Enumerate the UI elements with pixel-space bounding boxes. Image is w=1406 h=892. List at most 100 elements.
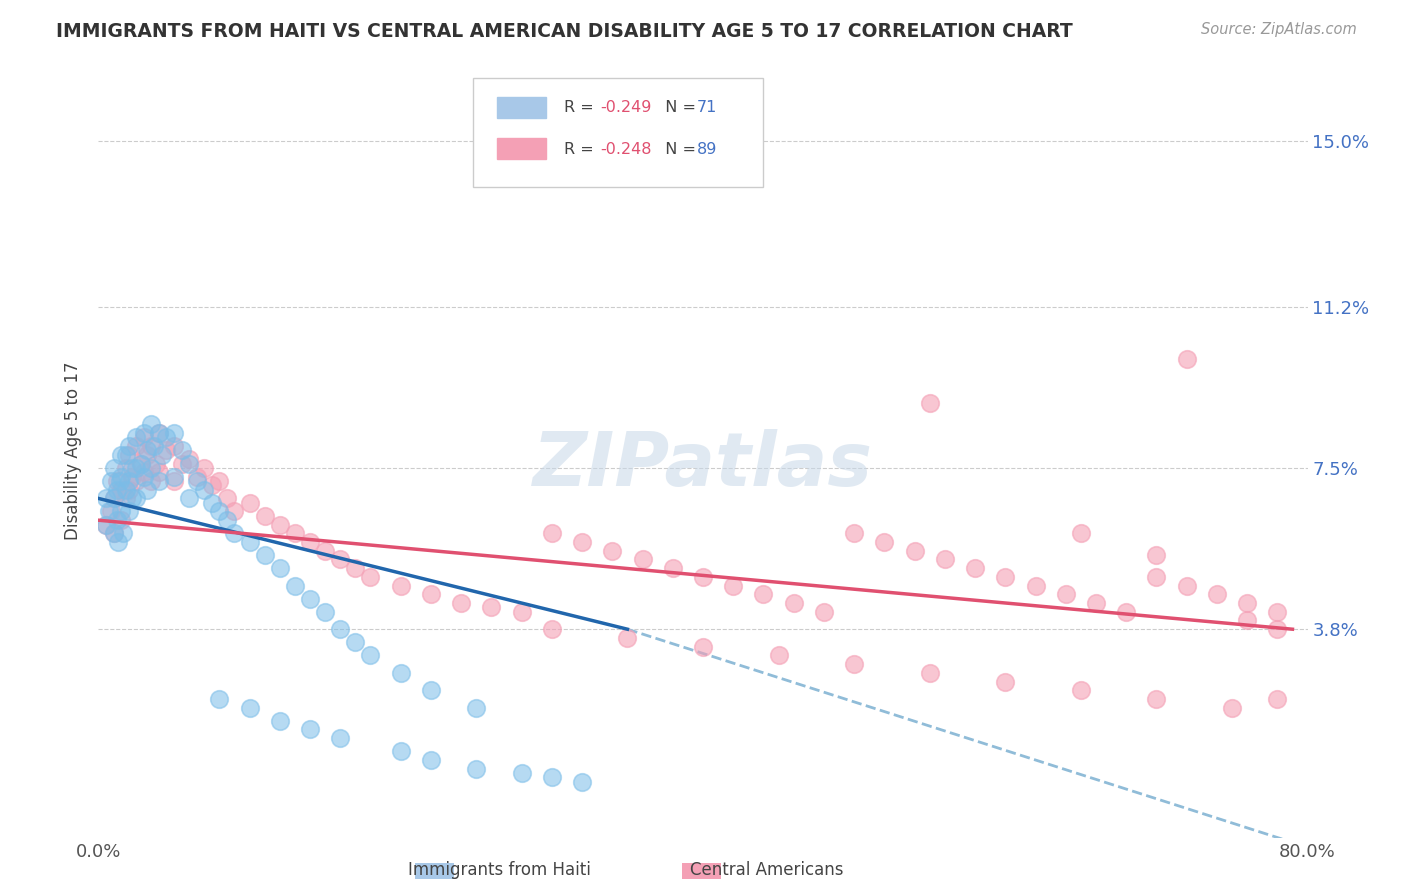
Point: [132, 465, 155, 479]
Point: [465, 700, 488, 714]
Point: [934, 552, 956, 566]
Point: [1267, 692, 1289, 706]
Point: [1144, 548, 1167, 562]
Point: [141, 474, 163, 488]
Point: [1115, 605, 1137, 619]
Point: [481, 600, 503, 615]
Point: [193, 483, 215, 497]
Point: [253, 508, 276, 523]
Point: [163, 469, 186, 483]
Text: N =: N =: [655, 100, 700, 115]
Point: [1267, 622, 1289, 636]
Point: [1220, 700, 1243, 714]
Point: [1144, 692, 1167, 706]
Point: [904, 543, 927, 558]
Point: [179, 491, 201, 506]
Point: [1206, 587, 1229, 601]
Point: [125, 474, 148, 488]
Point: [132, 425, 155, 440]
Point: [360, 570, 382, 584]
Text: N =: N =: [655, 142, 700, 157]
Point: [631, 552, 654, 566]
Point: [344, 635, 367, 649]
Point: [329, 731, 352, 746]
Point: [103, 491, 125, 506]
Point: [114, 448, 136, 462]
Point: [179, 457, 201, 471]
Point: [110, 448, 132, 462]
Point: [1144, 570, 1167, 584]
Point: [1070, 526, 1092, 541]
Point: [201, 496, 224, 510]
Point: [1024, 579, 1046, 593]
Point: [208, 692, 231, 706]
Point: [163, 474, 186, 488]
Point: [723, 579, 745, 593]
Point: [98, 504, 121, 518]
Point: [208, 474, 231, 488]
Point: [602, 543, 624, 558]
Point: [186, 469, 208, 483]
Point: [224, 526, 246, 541]
Point: [540, 622, 562, 636]
Y-axis label: Disability Age 5 to 17: Disability Age 5 to 17: [65, 361, 83, 540]
Point: [150, 448, 173, 462]
Point: [284, 579, 307, 593]
Text: 89: 89: [697, 142, 717, 157]
Point: [141, 417, 163, 432]
Point: [783, 596, 806, 610]
Point: [844, 526, 866, 541]
Point: [965, 561, 987, 575]
Point: [103, 526, 125, 541]
Point: [163, 439, 186, 453]
Point: [224, 504, 246, 518]
Point: [1175, 579, 1198, 593]
Point: [994, 570, 1017, 584]
Point: [269, 714, 291, 728]
Point: [100, 504, 122, 518]
Point: [269, 561, 291, 575]
Point: [215, 513, 238, 527]
Point: [253, 548, 276, 562]
Point: [135, 443, 157, 458]
Point: [105, 483, 128, 497]
FancyBboxPatch shape: [498, 96, 546, 119]
Point: [844, 657, 866, 671]
Point: [465, 762, 488, 776]
Point: [186, 474, 208, 488]
Point: [100, 474, 122, 488]
Point: [661, 561, 683, 575]
Point: [145, 457, 167, 471]
Point: [170, 457, 193, 471]
Point: [121, 491, 143, 506]
Point: [108, 474, 131, 488]
Point: [329, 552, 352, 566]
Point: [193, 461, 215, 475]
Text: 71: 71: [697, 100, 717, 115]
Text: ZIPatlas: ZIPatlas: [533, 429, 873, 502]
Point: [148, 474, 170, 488]
Point: [299, 723, 322, 737]
Point: [125, 430, 148, 444]
Text: Central Americans: Central Americans: [689, 861, 844, 879]
Text: Source: ZipAtlas.com: Source: ZipAtlas.com: [1201, 22, 1357, 37]
Point: [110, 483, 132, 497]
Point: [94, 517, 117, 532]
Point: [110, 513, 132, 527]
Point: [114, 491, 136, 506]
Point: [873, 535, 896, 549]
Point: [170, 443, 193, 458]
Point: [1070, 683, 1092, 698]
Point: [121, 469, 143, 483]
Text: R =: R =: [564, 100, 599, 115]
Point: [143, 439, 166, 453]
Point: [269, 517, 291, 532]
Point: [201, 478, 224, 492]
Point: [118, 439, 141, 453]
Point: [1236, 614, 1258, 628]
Point: [768, 648, 790, 663]
Point: [510, 605, 533, 619]
Point: [125, 491, 148, 506]
Point: [540, 771, 562, 785]
Point: [616, 631, 638, 645]
